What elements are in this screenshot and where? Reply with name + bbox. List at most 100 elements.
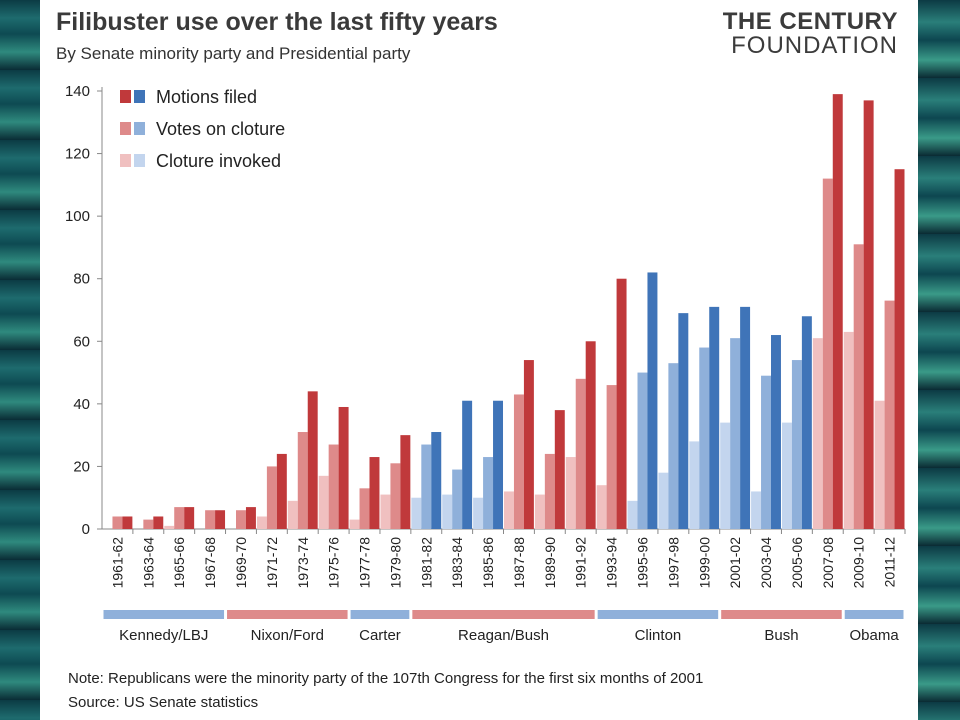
bar-votes-on-cloture	[266, 466, 277, 529]
bar-cloture-invoked	[720, 422, 731, 529]
x-tick-label: 1977-78	[357, 537, 373, 589]
y-tick-label: 80	[73, 271, 90, 288]
legend-label: Motions filed	[156, 87, 257, 107]
y-tick-label: 20	[73, 458, 90, 475]
bar-cloture-invoked	[874, 400, 885, 529]
president-band	[103, 610, 225, 619]
bar-votes-on-cloture	[112, 516, 123, 529]
bar-votes-on-cloture	[606, 385, 617, 529]
x-tick-label: 1991-92	[573, 537, 589, 589]
president-band	[844, 610, 904, 619]
bar-votes-on-cloture	[143, 519, 154, 529]
x-tick-label: 2007-08	[820, 537, 836, 589]
bar-motions-filed	[709, 306, 720, 529]
bar-motions-filed	[493, 400, 504, 529]
century-foundation-logo: THE CENTURY FOUNDATION	[723, 10, 898, 58]
y-tick-label: 120	[65, 146, 90, 163]
bar-motions-filed	[215, 510, 226, 529]
bar-cloture-invoked	[503, 491, 514, 529]
bar-votes-on-cloture	[297, 432, 308, 529]
bar-votes-on-cloture	[668, 363, 679, 529]
bar-votes-on-cloture	[884, 300, 895, 529]
legend-label: Cloture invoked	[156, 151, 281, 171]
logo-line-1: THE CENTURY	[722, 8, 898, 35]
bar-motions-filed	[832, 94, 843, 529]
bar-votes-on-cloture	[637, 372, 648, 529]
bar-cloture-invoked	[627, 500, 638, 529]
bar-cloture-invoked	[164, 525, 175, 529]
bar-votes-on-cloture	[575, 378, 586, 529]
bar-motions-filed	[740, 306, 751, 529]
x-tick-label: 1963-64	[140, 537, 156, 589]
footnote: Note: Republicans were the minority part…	[68, 670, 704, 687]
bar-motions-filed	[554, 410, 565, 529]
president-band	[412, 610, 595, 619]
bar-cloture-invoked	[751, 491, 762, 529]
bar-cloture-invoked	[534, 494, 545, 529]
x-tick-label: 1967-68	[202, 537, 218, 589]
bar-cloture-invoked	[565, 457, 576, 529]
x-tick-label: 1993-94	[604, 537, 620, 589]
chart-subtitle: By Senate minority party and Presidentia…	[56, 44, 411, 63]
source-note: Source: US Senate statistics	[68, 694, 259, 711]
x-tick-label: 1981-82	[418, 537, 434, 589]
bar-votes-on-cloture	[791, 360, 802, 529]
bar-votes-on-cloture	[421, 444, 432, 529]
bar-votes-on-cloture	[328, 444, 339, 529]
bar-cloture-invoked	[812, 338, 823, 529]
bar-motions-filed	[801, 316, 812, 529]
president-label: Obama	[850, 627, 900, 644]
bar-motions-filed	[122, 516, 133, 529]
bar-cloture-invoked	[380, 494, 391, 529]
bar-votes-on-cloture	[390, 463, 401, 529]
y-tick-label: 100	[65, 208, 90, 225]
bar-votes-on-cloture	[730, 338, 741, 529]
legend-swatch-red	[120, 154, 131, 167]
bar-motions-filed	[184, 507, 195, 529]
x-tick-label: 1979-80	[387, 537, 403, 589]
president-label: Carter	[359, 627, 401, 644]
x-tick-label: 1971-72	[264, 537, 280, 589]
x-tick-label: 1989-90	[542, 537, 558, 589]
bar-motions-filed	[647, 272, 658, 529]
bar-cloture-invoked	[349, 519, 360, 529]
x-tick-label: 2011-12	[882, 537, 898, 588]
bar-votes-on-cloture	[544, 453, 555, 529]
bar-cloture-invoked	[287, 500, 298, 529]
bar-motions-filed	[276, 453, 287, 529]
legend-swatch-blue	[134, 122, 145, 135]
bar-votes-on-cloture	[853, 244, 864, 530]
bar-cloture-invoked	[658, 472, 669, 529]
president-band	[597, 610, 719, 619]
x-tick-label: 1985-86	[480, 537, 496, 589]
x-tick-label: 1975-76	[326, 537, 342, 589]
chart-title: Filibuster use over the last fifty years	[56, 8, 498, 36]
bar-motions-filed	[894, 169, 905, 529]
x-tick-label: 1961-62	[109, 537, 125, 589]
x-tick-label: 2009-10	[851, 537, 867, 589]
president-label: Kennedy/LBJ	[119, 627, 208, 644]
legend-label: Votes on cloture	[156, 119, 285, 139]
x-tick-label: 1987-88	[511, 537, 527, 589]
bar-motions-filed	[245, 507, 256, 529]
bar-motions-filed	[863, 100, 874, 529]
x-tick-label: 1997-98	[665, 537, 681, 589]
bar-votes-on-cloture	[359, 488, 370, 529]
bar-votes-on-cloture	[205, 510, 216, 529]
bar-motions-filed	[400, 435, 411, 529]
legend-swatch-red	[120, 90, 131, 103]
bar-cloture-invoked	[843, 331, 854, 529]
bar-cloture-invoked	[473, 497, 484, 529]
president-band	[350, 610, 410, 619]
bar-motions-filed	[153, 516, 164, 529]
y-tick-label: 0	[82, 521, 90, 538]
bar-motions-filed	[771, 335, 781, 529]
president-band	[227, 610, 348, 619]
legend-swatch-blue	[134, 90, 145, 103]
president-label: Clinton	[635, 627, 682, 644]
bar-cloture-invoked	[442, 494, 453, 529]
bar-motions-filed	[523, 360, 534, 529]
x-tick-label: 1983-84	[449, 537, 465, 589]
chart-panel: Filibuster use over the last fifty years…	[40, 0, 918, 720]
background-stripes-right	[918, 0, 960, 720]
